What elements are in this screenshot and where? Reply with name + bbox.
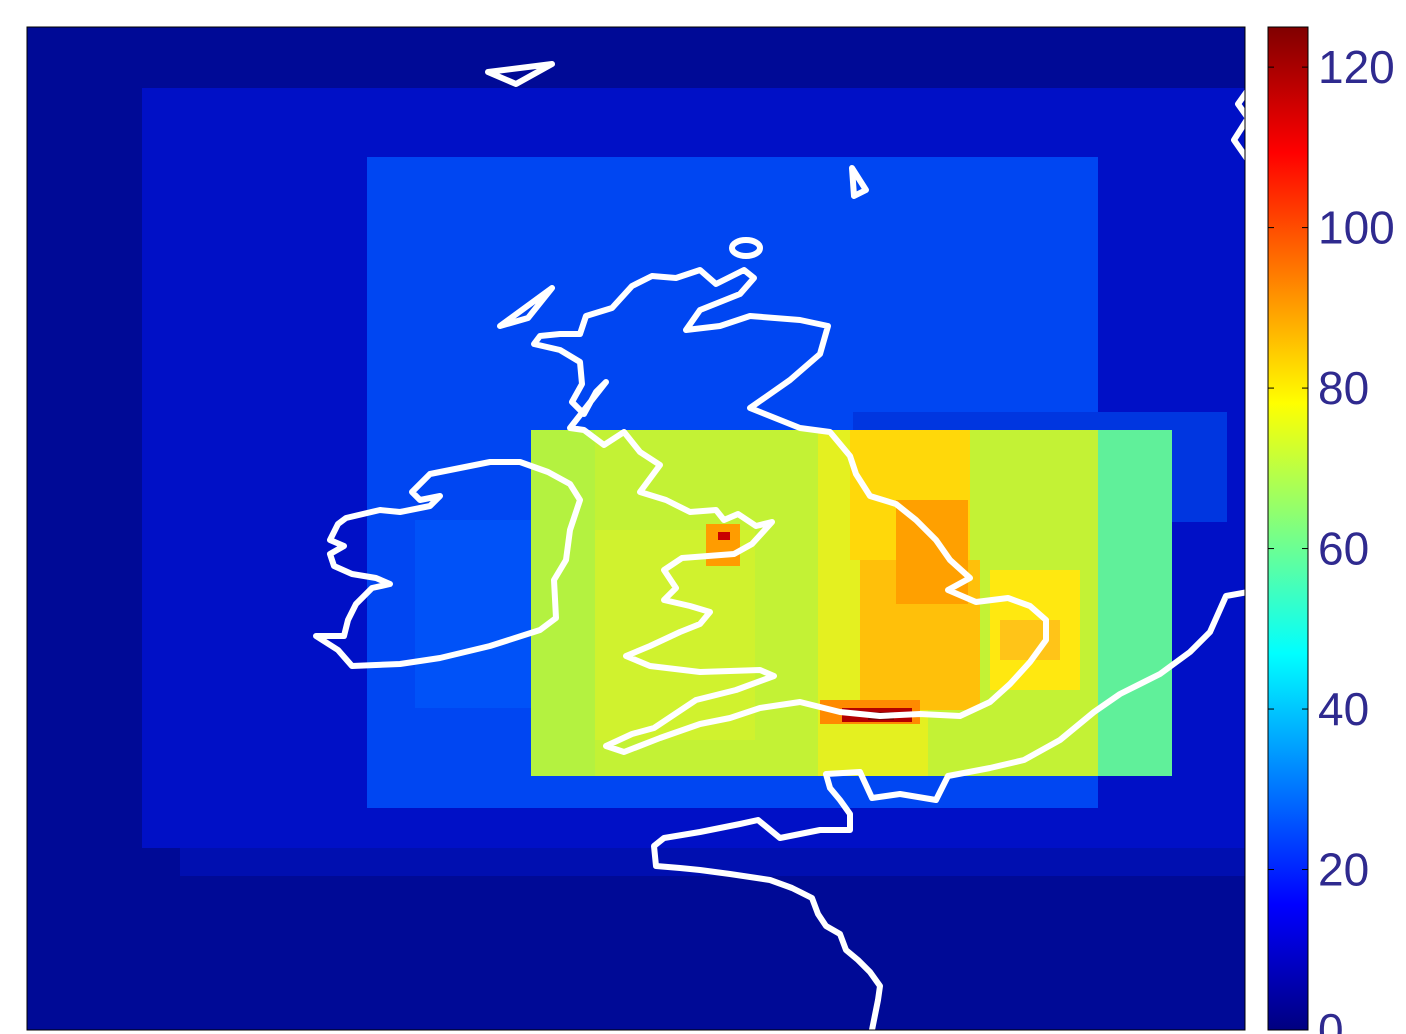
colorbar-tick-label: 120 bbox=[1318, 41, 1395, 93]
middle-domain-ireland bbox=[415, 520, 531, 708]
colorbar-tick-label: 80 bbox=[1318, 362, 1369, 414]
colorbar-tick-label: 100 bbox=[1318, 202, 1395, 254]
inner-domain-west bbox=[531, 430, 595, 776]
manchester-core bbox=[718, 532, 730, 540]
faroe-island-coastline bbox=[485, 61, 555, 87]
colorbar-ticks: 0 20 40 60 80 100 120 bbox=[1268, 41, 1395, 1034]
hebrides-coastline bbox=[497, 285, 555, 329]
map-area bbox=[27, 27, 1245, 1030]
inner-domain-east bbox=[1098, 430, 1172, 776]
colorbar-tick-label: 40 bbox=[1318, 683, 1369, 735]
manchester-hot bbox=[706, 524, 740, 566]
colorbar-tick-label: 60 bbox=[1318, 523, 1369, 575]
colorbar-scale bbox=[1267, 26, 1309, 1031]
colorbar-tick-label: 20 bbox=[1318, 844, 1369, 896]
east-anglia-hot bbox=[1000, 620, 1060, 660]
france-coastline bbox=[651, 589, 1245, 1030]
shetland-coastline bbox=[849, 165, 869, 199]
colorbar-tick-label: 0 bbox=[1318, 1004, 1344, 1034]
norway-coastline-fragment bbox=[1231, 89, 1245, 161]
coastlines bbox=[313, 61, 1245, 1030]
great-britain-coastline bbox=[531, 267, 1049, 755]
map-frame bbox=[26, 26, 1246, 1031]
ireland-coastline bbox=[313, 459, 583, 669]
colorbar: 0 20 40 60 80 100 120 bbox=[1267, 26, 1395, 1034]
orkney-coastline bbox=[729, 237, 763, 259]
